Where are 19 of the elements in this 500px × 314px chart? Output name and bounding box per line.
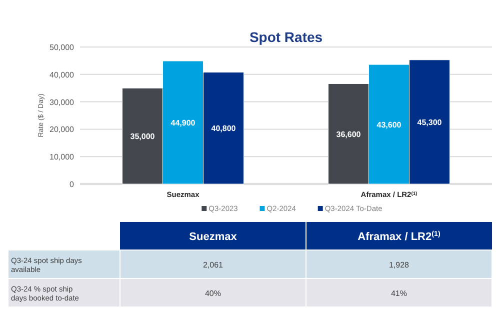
chart-title: Spot Rates (249, 29, 323, 45)
data-label: 36,600 (336, 130, 362, 139)
text: 2,061 (202, 260, 224, 270)
y-tick-label: 10,000 (50, 152, 75, 162)
text: 1,928 (388, 260, 410, 270)
data-label: 44,900 (170, 118, 196, 128)
data-label: 35,000 (130, 132, 156, 142)
y-tick-label: 30,000 (50, 98, 75, 107)
text: 40% (204, 288, 222, 298)
text: 41% (390, 288, 408, 298)
data-label: 45,300 (417, 118, 442, 127)
y-tick-label: 50,000 (50, 43, 75, 52)
y-tick-label: 40,000 (50, 70, 75, 80)
category-label: Suezmax (189, 231, 238, 243)
y-tick-label: 20,000 (50, 125, 75, 134)
data-label: 40,800 (211, 124, 236, 134)
data-label: 43,600 (376, 120, 402, 130)
y-tick-label: 0 (70, 180, 75, 189)
category-label: Aframax / LR2$^{(1)}$ (358, 230, 441, 243)
